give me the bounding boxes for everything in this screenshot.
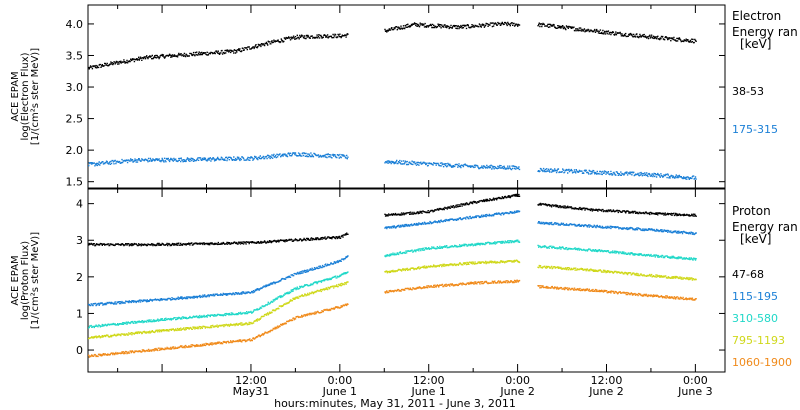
y-tick-label: 2: [76, 271, 83, 284]
series-795-1193-points: [88, 259, 697, 340]
y-axis-label: [1/(cm²s ster MeV)]: [30, 232, 41, 329]
legend-entry: 175-315: [732, 123, 778, 136]
series-1060-1900-points: [88, 279, 697, 358]
y-tick-label: 2.5: [66, 113, 84, 126]
series-175-315-points: [88, 152, 697, 180]
legend-title: [keV]: [740, 37, 771, 51]
x-tick-time-label: 0:00: [683, 374, 708, 387]
x-tick-date-label: June 1: [322, 385, 357, 398]
legend-title: Energy ran: [732, 25, 798, 39]
y-tick-label: 4: [76, 198, 83, 211]
legend-title: Electron: [732, 9, 781, 23]
y-tick-label: 0: [76, 344, 83, 357]
x-tick-time-label: 12:00: [591, 374, 623, 387]
electron-panel: 1.5 2.0 2.5 3.0 3.5 4.0 ACE EPAM log(Electron F…: [10, 4, 798, 189]
y-tick-label: 3.5: [66, 49, 84, 62]
legend-entry: 795-1193: [732, 334, 785, 347]
legend-entry: 115-195: [732, 290, 778, 303]
y-axis-label: log(Electron Flux): [20, 52, 31, 140]
legend-title: [keV]: [740, 232, 771, 246]
y-axis-label: ACE EPAM: [10, 255, 21, 305]
series-38-53-points: [88, 21, 697, 70]
x-tick-time-label: 12:00: [235, 374, 267, 387]
series-47-68-points: [88, 193, 697, 247]
series-310-580-points: [88, 239, 697, 329]
y-tick-label: 3: [76, 234, 83, 247]
y-axis-label: ACE EPAM: [10, 71, 21, 121]
legend-title: Proton: [732, 204, 771, 218]
y-tick-label: 2.0: [66, 144, 84, 157]
legend-entry: 1060-1900: [732, 356, 792, 369]
proton-panel: 0 1 2 3 4 ACE EPAM log(Proton Flux) [1/(cm²s st…: [10, 188, 798, 373]
legend-entry: 310-580: [732, 312, 778, 325]
y-tick-label: 1.5: [66, 176, 84, 189]
x-tick-time-label: 0:00: [327, 374, 352, 387]
legend-entry: 47-68: [732, 268, 764, 281]
x-tick-date-label: June 3: [677, 385, 712, 398]
legend-entry: 38-53: [732, 85, 764, 98]
x-tick-date-label: June 1: [410, 385, 445, 398]
x-tick-date-label: May31: [233, 385, 270, 398]
x-axis-label: hours:minutes, May 31, 2011 - June 3, 20…: [274, 397, 516, 410]
x-tick-time-label: 12:00: [413, 374, 445, 387]
x-tick-date-label: June 2: [588, 385, 623, 398]
y-tick-label: 3.0: [66, 81, 84, 94]
plot-frame: [87, 4, 726, 189]
legend-title: Energy ran: [732, 220, 798, 234]
y-axis-label: [1/(cm²s ster MeV)]: [30, 48, 41, 145]
y-axis-label: log(Proton Flux): [20, 241, 31, 320]
y-tick-label: 4.0: [66, 18, 84, 31]
y-tick-label: 1: [76, 307, 83, 320]
x-tick-time-label: 0:00: [505, 374, 530, 387]
plot-frame: [87, 188, 726, 373]
x-tick-date-label: June 2: [499, 385, 534, 398]
